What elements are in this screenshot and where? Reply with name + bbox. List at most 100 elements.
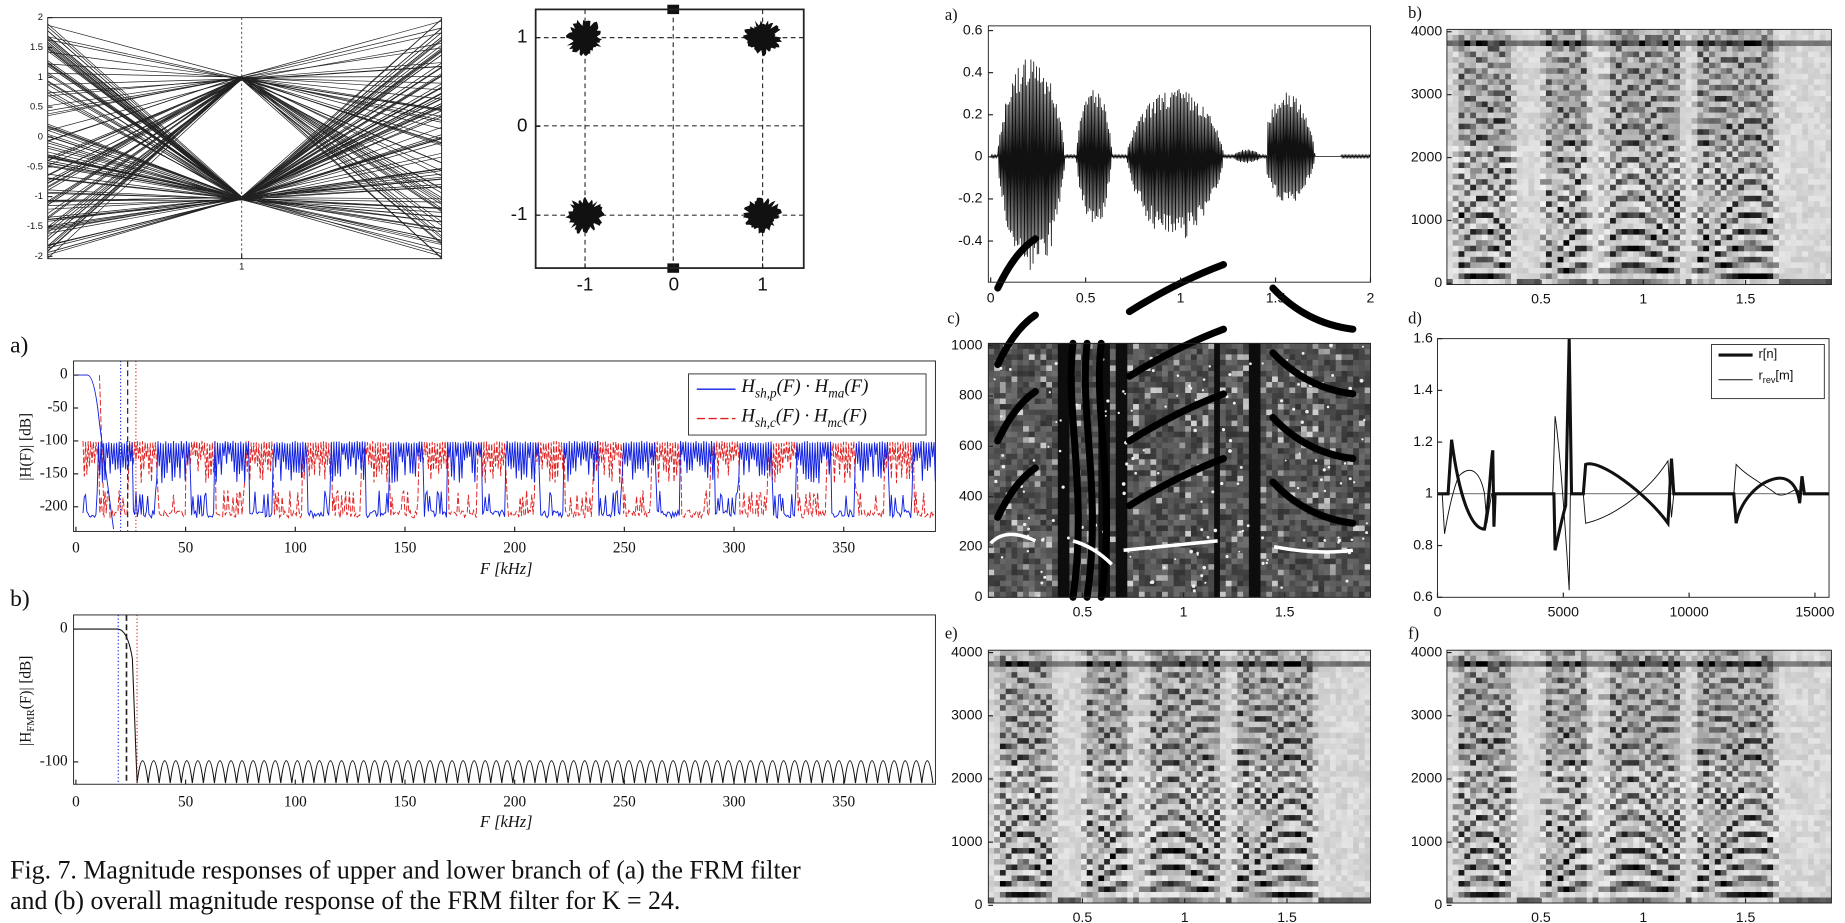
spectrogram-cell bbox=[988, 481, 994, 487]
spectrogram-cell bbox=[1756, 57, 1762, 63]
spectrogram-cell bbox=[1110, 575, 1116, 581]
spectrogram-cell bbox=[1040, 553, 1046, 559]
spectrogram-cell bbox=[1156, 343, 1162, 349]
spectrogram-cell bbox=[1006, 548, 1012, 554]
spectrogram-cell bbox=[1622, 63, 1628, 69]
spectrogram-cell bbox=[1616, 174, 1622, 180]
spectrogram-cell bbox=[1662, 157, 1668, 163]
spectrogram-cell bbox=[1703, 251, 1709, 257]
spectrogram-cell bbox=[1627, 196, 1633, 202]
spectrogram-cell bbox=[1464, 207, 1470, 213]
spectrogram-cell bbox=[1569, 46, 1575, 52]
spectrogram-cell bbox=[1012, 365, 1018, 371]
spectrogram-cell bbox=[1156, 443, 1162, 449]
spectrogram-cell bbox=[1692, 251, 1698, 257]
spectrogram-cell bbox=[1802, 246, 1808, 252]
spectrogram-cell bbox=[1476, 229, 1482, 235]
spectrogram-cell bbox=[1558, 35, 1564, 41]
spectrogram-cell bbox=[1622, 140, 1628, 146]
spectrogram-cell bbox=[1174, 360, 1180, 366]
spectrogram-cell bbox=[1738, 29, 1744, 35]
spectrogram-cell bbox=[1791, 257, 1797, 263]
spectrogram-cell bbox=[1156, 526, 1162, 532]
spectrogram-cell bbox=[1459, 224, 1465, 230]
spectrogram-cell bbox=[1616, 107, 1622, 113]
spectrogram-cell bbox=[1575, 163, 1581, 169]
spectrogram-cell bbox=[1499, 68, 1505, 74]
spectrogram-cell bbox=[1482, 251, 1488, 257]
spectrogram-cell bbox=[1715, 107, 1721, 113]
spectrogram-cell bbox=[1796, 201, 1802, 207]
spectrogram-cell bbox=[1761, 262, 1767, 268]
spectrogram-cell bbox=[1651, 240, 1657, 246]
spectrogram-cell bbox=[1826, 68, 1832, 74]
spectrogram-cell bbox=[1569, 163, 1575, 169]
spectrogram-cell bbox=[1150, 520, 1156, 526]
spectrogram-cell bbox=[1133, 553, 1139, 559]
spectrogram-cell bbox=[1174, 376, 1180, 382]
spectrogram-cell bbox=[1820, 113, 1826, 119]
spectrogram-cell bbox=[1674, 118, 1680, 124]
spectrogram-cell bbox=[1750, 157, 1756, 163]
spectrogram-cell bbox=[1156, 581, 1162, 587]
spectrogram-cell bbox=[1447, 196, 1453, 202]
spectrogram-cell bbox=[1029, 448, 1035, 454]
spectrogram-cell bbox=[1651, 107, 1657, 113]
spectrogram-cell bbox=[1488, 90, 1494, 96]
spectrogram-cell bbox=[1662, 124, 1668, 130]
spectrogram-cell bbox=[1686, 179, 1692, 185]
spectrogram-cell bbox=[1761, 196, 1767, 202]
waveform bbox=[991, 59, 1371, 269]
spectrogram-cell bbox=[1610, 212, 1616, 218]
spectrogram-cell bbox=[1006, 592, 1012, 598]
spectrogram-cell bbox=[1540, 129, 1546, 135]
spectrogram-cell bbox=[1761, 179, 1767, 185]
spectrogram-cell bbox=[1761, 185, 1767, 191]
spectrogram-cell bbox=[994, 492, 1000, 498]
spectrogram-cell bbox=[1721, 107, 1727, 113]
spectrogram-cell bbox=[1017, 376, 1023, 382]
spectrogram-cell bbox=[1470, 151, 1476, 157]
spectrogram-cell bbox=[1000, 481, 1006, 487]
spectrogram-cell bbox=[1721, 113, 1727, 119]
spectrogram-cell bbox=[1820, 68, 1826, 74]
spectrogram-cell bbox=[1785, 40, 1791, 46]
spectrogram-cell bbox=[1721, 90, 1727, 96]
spectrogram-cell bbox=[1604, 174, 1610, 180]
spectrogram-cell bbox=[1756, 201, 1762, 207]
spectrogram-cell bbox=[1610, 257, 1616, 263]
spectrogram-cell bbox=[1552, 240, 1558, 246]
spectrogram-cell bbox=[1122, 470, 1128, 476]
spectrogram-cell bbox=[1820, 212, 1826, 218]
spectrogram-cell bbox=[1064, 470, 1070, 476]
spectrogram-cell bbox=[1779, 85, 1785, 91]
spectrogram-cell bbox=[1203, 487, 1209, 493]
spectrogram-cell bbox=[1791, 85, 1797, 91]
spectrogram-cell bbox=[1482, 107, 1488, 113]
spectrogram-cell bbox=[1482, 235, 1488, 241]
spectrogram-cell bbox=[1528, 240, 1534, 246]
spectrogram-cell bbox=[1575, 135, 1581, 141]
spectrogram-cell bbox=[1697, 268, 1703, 274]
spectrogram-cell bbox=[1006, 465, 1012, 471]
spectrogram-cell bbox=[1127, 421, 1133, 427]
spectrogram-cell bbox=[1627, 74, 1633, 80]
spectrogram-cell bbox=[1453, 113, 1459, 119]
spectrogram-cell bbox=[1470, 79, 1476, 85]
spectrogram-cell bbox=[1727, 46, 1733, 52]
spectrogram-cell bbox=[1651, 96, 1657, 102]
spectrogram-cell bbox=[1761, 124, 1767, 130]
spectrogram-cell bbox=[1785, 257, 1791, 263]
spectrogram-cell bbox=[1761, 257, 1767, 263]
spectrogram-cell bbox=[1802, 102, 1808, 108]
spectrogram-cell bbox=[1006, 448, 1012, 454]
spectrogram-cell bbox=[1779, 201, 1785, 207]
spectrogram-cell bbox=[988, 421, 994, 427]
spectrogram-cell bbox=[1744, 185, 1750, 191]
spectrogram-cell bbox=[1017, 343, 1023, 349]
spectrogram-cell bbox=[1633, 279, 1639, 285]
spectrogram-cell bbox=[1203, 548, 1209, 554]
spectrogram-cell bbox=[1727, 129, 1733, 135]
spectrogram-cell bbox=[1709, 212, 1715, 218]
spectrogram-cell bbox=[1006, 437, 1012, 443]
